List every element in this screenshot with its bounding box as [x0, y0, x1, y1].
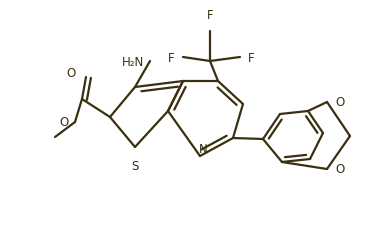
Text: F: F	[169, 51, 175, 64]
Text: O: O	[60, 116, 69, 129]
Text: S: S	[131, 159, 139, 172]
Text: O: O	[335, 163, 344, 176]
Text: N: N	[199, 142, 208, 155]
Text: H₂N: H₂N	[122, 55, 144, 68]
Text: O: O	[67, 67, 76, 80]
Text: F: F	[207, 9, 213, 22]
Text: F: F	[248, 51, 255, 64]
Text: O: O	[335, 96, 344, 109]
